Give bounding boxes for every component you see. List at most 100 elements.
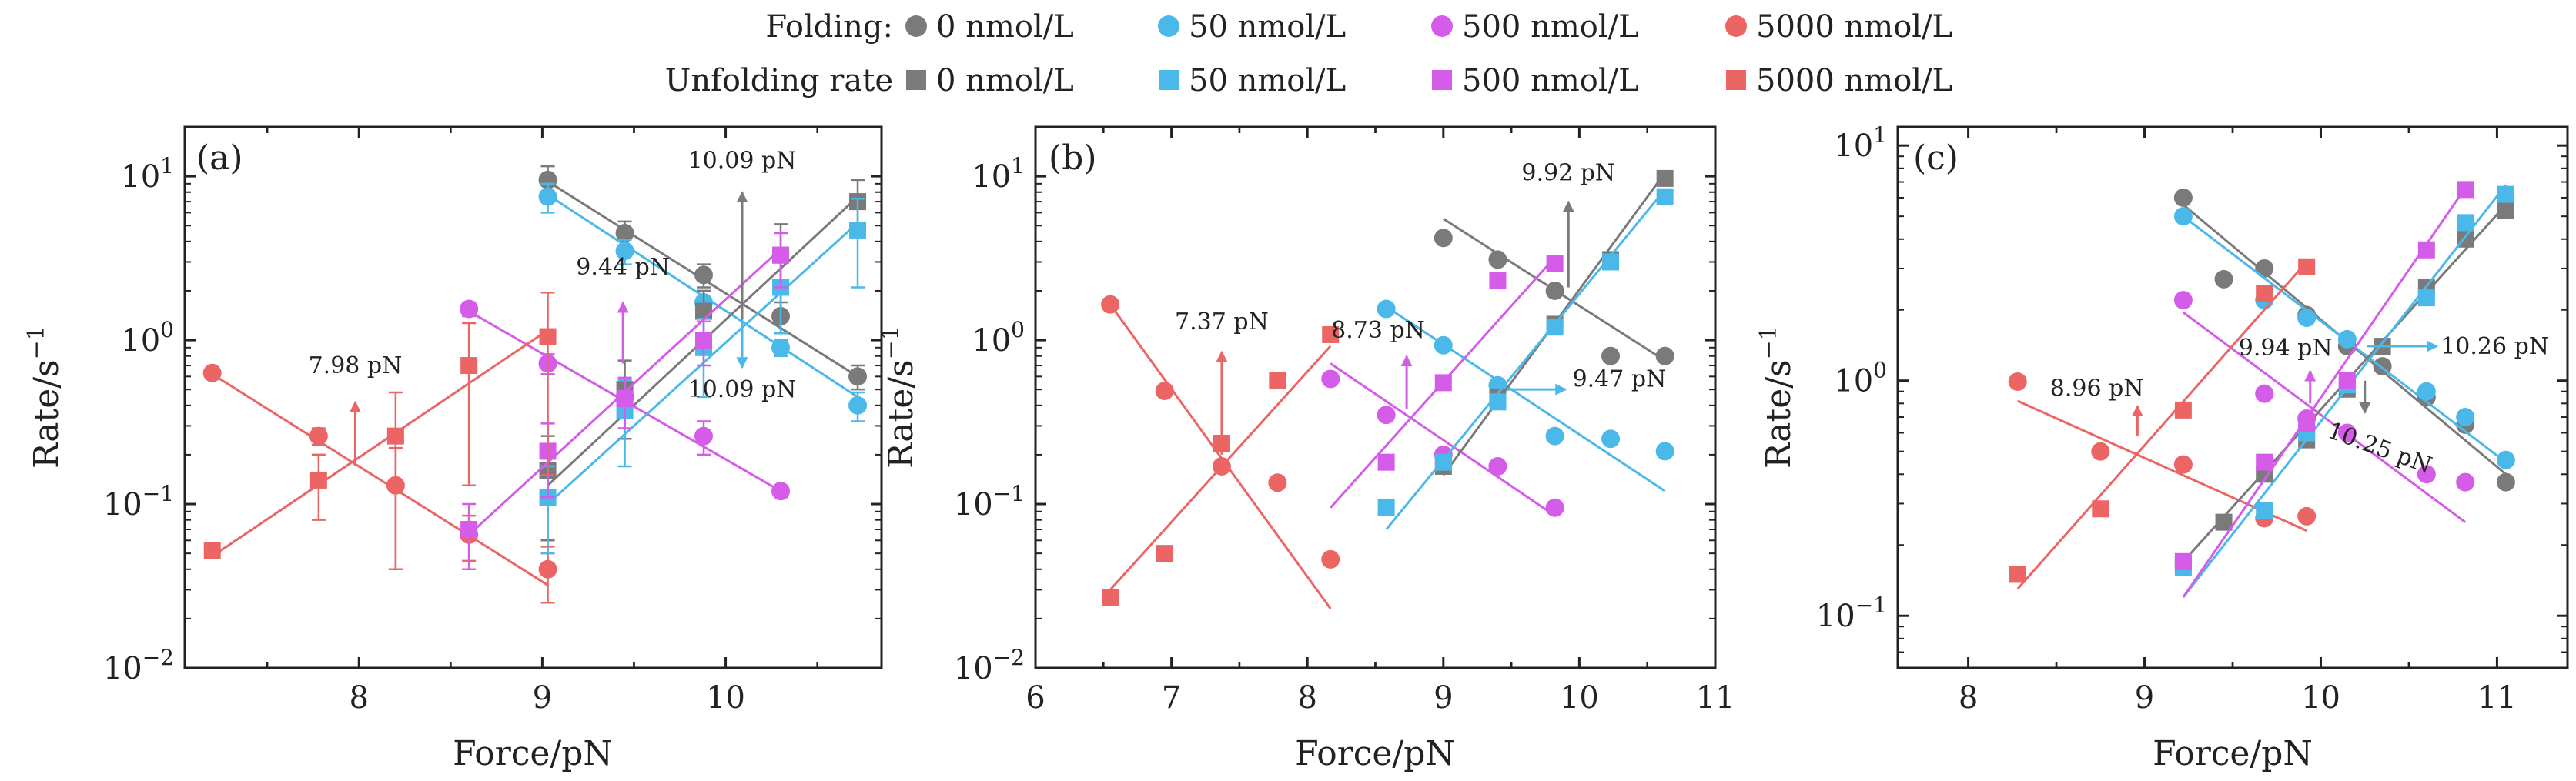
folding-point — [538, 187, 557, 206]
legend-folding-entry-500: 500 nmol/L — [1462, 9, 1639, 45]
unfolding-point — [2092, 500, 2109, 518]
unfolding-point — [1656, 169, 1674, 187]
x-tick-label: 11 — [1696, 680, 1735, 716]
annotation-label: 10.09 pN — [688, 376, 797, 403]
x-tick-label: 8 — [350, 680, 369, 716]
folding-point — [1601, 346, 1621, 365]
legend-folding-marker-500 — [1431, 15, 1453, 37]
x-tick-label: 9 — [533, 680, 552, 716]
folding-point — [1377, 406, 1396, 425]
unfolding-point — [460, 521, 478, 539]
annotation-label: 9.47 pN — [1573, 365, 1667, 392]
folding-point — [1655, 442, 1674, 461]
folding-point — [2008, 372, 2027, 392]
x-tick-label: 10 — [2301, 680, 2340, 716]
panel-c-ylabel-sup: −1 — [1755, 325, 1782, 359]
y-tick-label: 101 — [121, 153, 174, 195]
y-tick-label: 10−1 — [1816, 592, 1887, 634]
unfolding-point — [1322, 325, 1340, 343]
unfolding-point — [1546, 319, 1564, 336]
unfolding-point — [309, 471, 327, 489]
panel-a-xlabel: Force/pN — [453, 734, 613, 773]
folding-fit-line — [1109, 303, 1332, 609]
unfolding-point — [2417, 289, 2435, 307]
annotation-label: 7.37 pN — [1175, 309, 1269, 335]
folding-point — [2496, 450, 2515, 469]
unfolding-point — [1489, 393, 1507, 411]
unfolding-point — [2298, 414, 2316, 432]
folding-point — [2456, 472, 2475, 492]
legend-unfolding-label: Unfolding rate — [665, 63, 893, 98]
panel-a: (a) Force/pN Rate/s−1 8 9 10 10−2 10−1 100 101… — [23, 125, 883, 773]
unfolding-point — [539, 328, 557, 345]
legend-unfolding-entry-0: 0 nmol/L — [936, 63, 1074, 98]
panel-b-ylabel: Rate/s−1 — [878, 325, 921, 469]
legend-folding-marker-50 — [1158, 15, 1179, 37]
annotation-label: 9.92 pN — [1521, 160, 1615, 187]
folding-point — [615, 242, 634, 261]
folding-point — [694, 426, 713, 446]
unfolding-point — [1102, 589, 1119, 606]
panel-b-ticks: 6 7 8 9 10 11 10−2 10−1 100 101 — [954, 127, 1735, 716]
folding-point — [2173, 207, 2193, 226]
y-tick-label: 100 — [972, 317, 1025, 359]
unfolding-fit-line — [1385, 189, 1666, 530]
y-tick-label: 100 — [121, 317, 174, 359]
unfolding-point — [2417, 241, 2435, 259]
x-tick-label: 8 — [1297, 680, 1316, 716]
folding-point — [771, 482, 791, 501]
unfolding-point — [1377, 453, 1395, 471]
x-tick-label: 9 — [2135, 680, 2154, 716]
legend-folding-entry-5000: 5000 nmol/L — [1756, 9, 1952, 45]
folding-point — [615, 223, 634, 242]
folding-point — [538, 559, 557, 579]
x-tick-label: 9 — [1434, 680, 1453, 716]
legend-unfolding-marker-0 — [906, 70, 926, 90]
panel-c-frame — [1896, 125, 2569, 669]
panel-c: (c) Force/pN Rate/s−1 8 9 10 11 10−1 100 101 8… — [1755, 122, 2569, 773]
unfolding-point — [772, 246, 790, 264]
unfolding-point — [1269, 372, 1286, 389]
unfolding-point — [2457, 214, 2474, 232]
unfolding-point — [1434, 453, 1452, 471]
legend-unfolding-entry-500: 500 nmol/L — [1462, 63, 1639, 98]
panel-a-ylabel: Rate/s−1 — [23, 325, 66, 469]
folding-fit-line — [211, 373, 549, 586]
folding-point — [2337, 329, 2357, 349]
panel-b-frame — [1034, 125, 1717, 669]
folding-point — [2173, 455, 2193, 474]
y-tick-label: 101 — [972, 153, 1025, 195]
folding-point — [2496, 472, 2515, 492]
legend-unfolding-entry-50: 50 nmol/L — [1189, 63, 1346, 98]
y-tick-label: 10−1 — [103, 481, 174, 522]
unfolding-point — [616, 390, 634, 408]
folding-point — [309, 426, 328, 446]
panel-c-ticks: 8 9 10 11 10−1 100 101 — [1816, 122, 2568, 716]
folding-point — [2337, 423, 2357, 442]
panel-b-xlabel: Force/pN — [1295, 734, 1455, 773]
x-tick-label: 11 — [2477, 680, 2517, 716]
unfolding-point — [694, 332, 712, 349]
panel-a-frame — [183, 125, 883, 669]
folding-fit-line — [1330, 362, 1556, 517]
folding-point — [1434, 335, 1453, 355]
x-tick-label: 6 — [1025, 680, 1045, 716]
folding-point — [1545, 281, 1564, 300]
folding-point — [2173, 291, 2193, 310]
folding-point — [1321, 369, 1340, 389]
x-tick-label: 7 — [1162, 680, 1181, 716]
y-tick-label: 101 — [1834, 122, 1887, 164]
unfolding-fit-line — [211, 329, 549, 558]
unfolding-point — [2174, 552, 2192, 570]
panel-c-ylabel-base: Rate/s — [1759, 359, 1798, 469]
folding-point — [771, 338, 791, 357]
x-tick-label: 10 — [1560, 680, 1599, 716]
unfolding-fit-line — [1109, 345, 1332, 591]
annotation-label: 10.26 pN — [2441, 333, 2549, 360]
panel-a-ticks: 8 9 10 10−2 10−1 100 101 — [103, 127, 882, 716]
panel-b-ylabel-sup: −1 — [878, 325, 905, 359]
unfolding-fit-line — [2016, 261, 2308, 590]
panel-b: (b) Force/pN Rate/s−1 6 7 8 9 10 11 10−2 10−1 10… — [878, 125, 1735, 773]
folding-point — [848, 367, 868, 386]
